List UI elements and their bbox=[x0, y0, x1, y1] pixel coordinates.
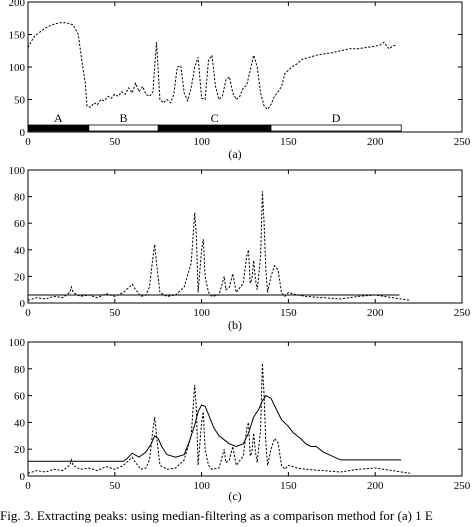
plot-frame bbox=[27, 341, 463, 477]
x-tick-label: 200 bbox=[367, 307, 384, 319]
x-tick-label: 100 bbox=[193, 480, 210, 492]
y-tick-label: 60 bbox=[14, 218, 26, 230]
segment-label-C: C bbox=[211, 111, 219, 125]
segment-bar-A bbox=[27, 124, 90, 132]
segment-label-B: B bbox=[119, 111, 127, 125]
solid-series-line bbox=[28, 394, 402, 462]
y-tick-label: 100 bbox=[9, 62, 26, 74]
panel-caption: (b) bbox=[228, 318, 242, 332]
x-tick-label: 100 bbox=[193, 307, 210, 319]
x-tick-label: 200 bbox=[367, 136, 384, 148]
figure-caption-footer: Fig. 3. Extracting peaks: using median-f… bbox=[0, 508, 433, 523]
x-tick-label: 100 bbox=[193, 136, 210, 148]
chart-panel-1: 0 50 100 150 200 250 0 50 100 150 200 A B C D (a) bbox=[9, 0, 471, 161]
y-tick-label: 80 bbox=[14, 364, 26, 376]
chart-panel-2: 0 50 100 150 200 250 0 20 40 60 80 100 (b) bbox=[9, 165, 471, 332]
plot-frame bbox=[27, 169, 463, 304]
y-tick-label: 60 bbox=[14, 391, 26, 403]
y-tick-label: 0 bbox=[20, 471, 26, 483]
y-tick-label: 100 bbox=[9, 165, 26, 177]
x-tick-label: 50 bbox=[109, 307, 121, 319]
y-tick-label: 50 bbox=[14, 95, 26, 107]
x-tick-label: 250 bbox=[454, 480, 471, 492]
x-tick-label: 0 bbox=[25, 480, 31, 492]
dashed-series-line bbox=[27, 191, 410, 301]
y-tick-label: 40 bbox=[14, 245, 26, 257]
panel-caption: (a) bbox=[228, 147, 241, 161]
segment-label-A: A bbox=[54, 111, 63, 125]
x-tick-label: 150 bbox=[280, 480, 297, 492]
x-tick-label: 250 bbox=[454, 136, 471, 148]
dashed-series-line bbox=[27, 22, 397, 111]
x-tick-label: 200 bbox=[367, 480, 384, 492]
segment-bar-C bbox=[157, 124, 272, 132]
y-tick-label: 0 bbox=[20, 298, 26, 310]
y-tick-label: 20 bbox=[14, 271, 26, 283]
y-tick-label: 100 bbox=[9, 337, 26, 349]
x-tick-label: 150 bbox=[280, 307, 297, 319]
x-tick-label: 50 bbox=[109, 136, 121, 148]
x-tick-label: 0 bbox=[25, 136, 31, 148]
segment-bar-D bbox=[270, 124, 402, 132]
y-tick-label: 20 bbox=[14, 444, 26, 456]
y-tick-label: 40 bbox=[14, 417, 26, 429]
y-tick-label: 150 bbox=[9, 30, 26, 42]
dashed-series-line bbox=[27, 363, 410, 474]
segment-bar-B bbox=[88, 124, 159, 132]
panel-caption: (c) bbox=[228, 489, 241, 503]
x-tick-label: 50 bbox=[109, 480, 121, 492]
plot-frame bbox=[27, 1, 463, 133]
y-tick-label: 80 bbox=[14, 192, 26, 204]
x-tick-label: 250 bbox=[454, 307, 471, 319]
y-tick-label: 200 bbox=[9, 0, 26, 9]
segment-label-D: D bbox=[332, 111, 341, 125]
chart-panel-3: 0 50 100 150 200 250 0 20 40 60 80 100 (c) bbox=[9, 337, 471, 503]
x-tick-label: 0 bbox=[25, 307, 31, 319]
x-tick-label: 150 bbox=[280, 136, 297, 148]
y-tick-label: 0 bbox=[20, 127, 26, 139]
